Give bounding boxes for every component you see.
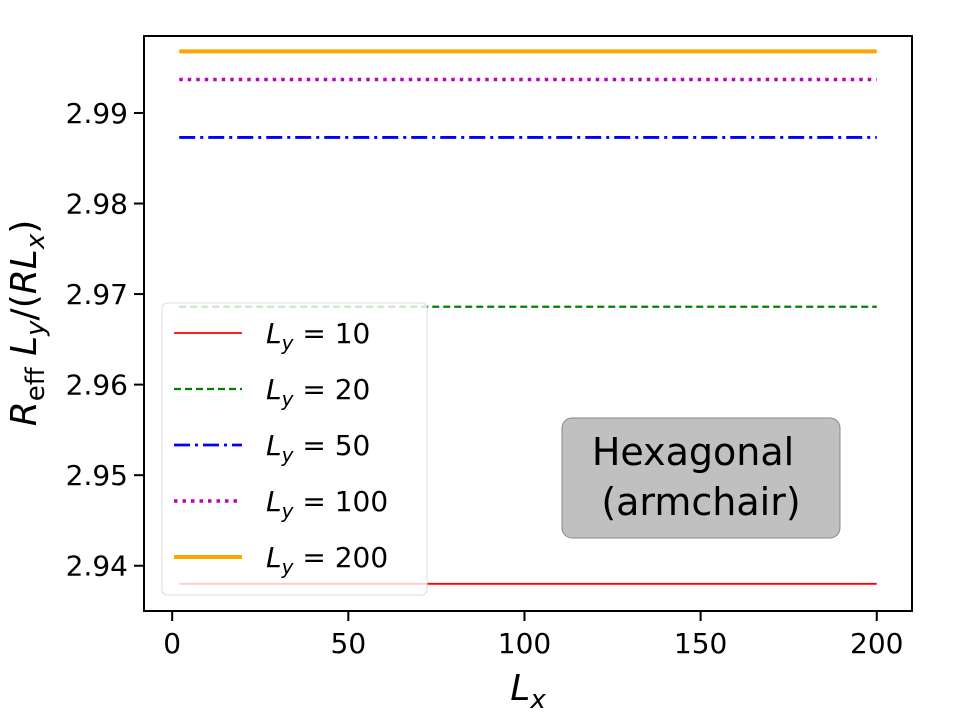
legend-label-1: Ly = 20 <box>266 373 370 411</box>
annotation-box: Hexagonal (armchair) <box>561 417 841 539</box>
y-axis-label: Reff Ly/(RLx) <box>4 220 51 427</box>
x-tick-label: 150 <box>674 627 727 660</box>
x-axis-label: Lx <box>510 668 546 715</box>
y-tick-label: 2.98 <box>66 188 128 221</box>
annotation-line-2: (armchair) <box>601 480 800 524</box>
legend: Ly = 10 Ly = 20 Ly = 50 Ly = 100 Ly = 200 <box>161 302 428 596</box>
annotation-line-1: Hexagonal <box>592 430 794 474</box>
plot-frame <box>143 35 913 612</box>
y-tick-label: 2.97 <box>66 278 128 311</box>
x-axis-ticks: 0 50 100 150 200 <box>163 611 903 660</box>
annotation-background <box>561 417 841 539</box>
legend-label-3: Ly = 100 <box>266 485 388 523</box>
legend-label-0: Ly = 10 <box>266 317 370 355</box>
legend-box <box>161 302 428 596</box>
y-tick-label: 2.95 <box>66 459 128 492</box>
y-tick-label: 2.96 <box>66 369 128 402</box>
legend-label-4: Ly = 200 <box>266 541 388 579</box>
x-tick-label: 200 <box>850 627 903 660</box>
y-axis-ticks: 2.94 2.95 2.96 2.97 2.98 2.99 <box>66 97 144 583</box>
x-tick-label: 100 <box>498 627 551 660</box>
x-tick-label: 0 <box>163 627 181 660</box>
y-tick-label: 2.99 <box>66 97 128 130</box>
x-tick-label: 50 <box>331 627 367 660</box>
y-tick-label: 2.94 <box>66 550 128 583</box>
svg-text:Reff Ly/(RLx): Reff Ly/(RLx) <box>4 220 51 427</box>
legend-label-2: Ly = 50 <box>266 429 370 467</box>
